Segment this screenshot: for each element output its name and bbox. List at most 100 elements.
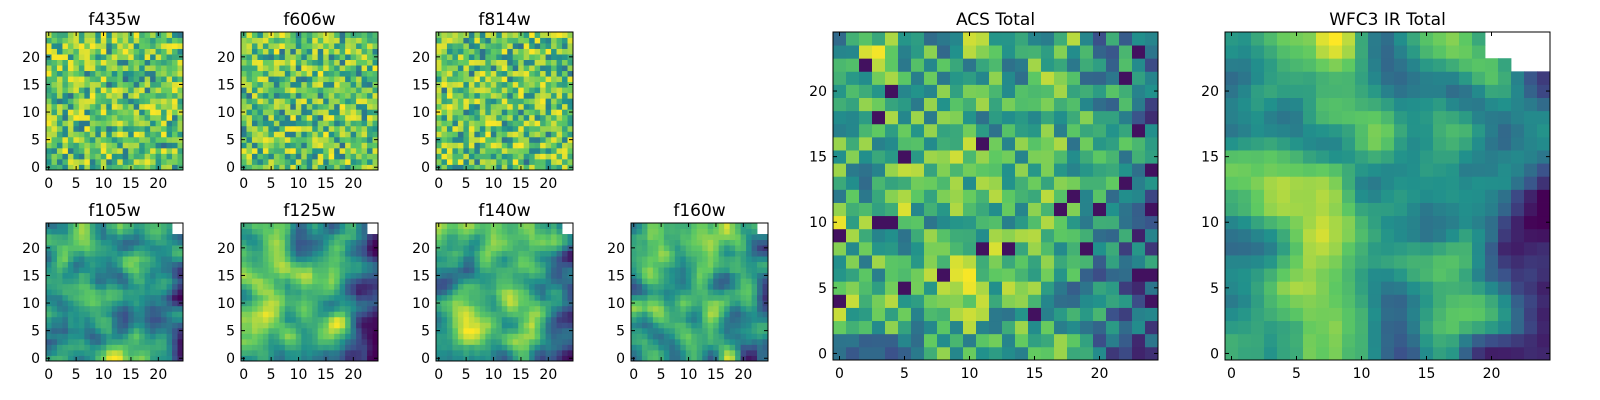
heatmap-cell	[540, 272, 546, 279]
heatmap-cell	[833, 320, 847, 335]
heatmap-cell	[1067, 150, 1081, 164]
heatmap-cell	[518, 76, 525, 83]
heatmap-cell	[106, 114, 113, 121]
heatmap-cell	[707, 305, 714, 312]
heatmap-cell	[306, 250, 313, 257]
heatmap-cell	[73, 70, 80, 77]
heatmap-cell	[172, 76, 178, 83]
heatmap-cell	[89, 234, 96, 240]
heatmap-cell	[631, 311, 637, 318]
heatmap-cell	[273, 289, 280, 296]
heatmap-cell	[556, 316, 563, 323]
heatmap-cell	[485, 131, 492, 138]
heatmap-cell	[452, 322, 459, 329]
heatmap-cell	[529, 311, 536, 318]
heatmap-cell	[937, 294, 951, 308]
heatmap-cell	[757, 338, 763, 345]
heatmap-cell	[284, 333, 291, 340]
heatmap-cell	[1041, 228, 1055, 243]
heatmap-cell	[246, 48, 253, 55]
heatmap-cell	[518, 81, 525, 88]
heatmap-cell	[106, 294, 113, 301]
heatmap-cell	[518, 289, 525, 296]
heatmap-cell	[479, 142, 486, 149]
heatmap-cell	[177, 333, 184, 340]
heatmap-cell	[540, 120, 546, 127]
heatmap-cell	[128, 98, 135, 105]
heatmap-cell	[674, 261, 681, 268]
heatmap-cell	[702, 250, 709, 257]
heatmap-cell	[144, 338, 151, 345]
heatmap-cell	[562, 267, 568, 274]
y-tick-label: 10	[217, 296, 235, 312]
heatmap-cell	[479, 278, 486, 285]
heatmap-cell	[501, 289, 508, 296]
heatmap-cell	[490, 333, 497, 340]
heatmap-cell	[452, 228, 459, 235]
heatmap-cell	[452, 109, 459, 116]
heatmap-cell	[95, 76, 102, 83]
heatmap-cell	[446, 278, 453, 285]
heatmap-cell	[924, 228, 938, 243]
heatmap-cell	[1093, 163, 1107, 177]
heatmap-cell	[1119, 320, 1133, 335]
heatmap-cell	[345, 43, 351, 49]
heatmap-cell	[485, 136, 492, 143]
heatmap-cell	[479, 228, 486, 235]
heatmap-cell	[567, 147, 574, 154]
heatmap-cell	[139, 344, 146, 351]
heatmap-cell	[361, 228, 368, 235]
heatmap-cell	[89, 92, 96, 99]
heatmap-cell	[713, 300, 720, 307]
heatmap-cell	[457, 289, 464, 296]
heatmap-cell	[67, 305, 74, 312]
heatmap-cell	[273, 305, 280, 312]
heatmap-cell	[323, 43, 330, 49]
heatmap-cell	[111, 278, 118, 285]
heatmap-cell	[1132, 255, 1146, 269]
heatmap-cell	[452, 147, 459, 154]
heatmap-cell	[1054, 255, 1068, 269]
heatmap-cell	[84, 37, 91, 44]
heatmap-cell	[290, 76, 297, 83]
heatmap-cell	[345, 109, 351, 116]
heatmap-cell	[457, 153, 464, 160]
heatmap-cell	[735, 349, 741, 356]
heatmap-cell	[436, 114, 442, 121]
heatmap-cell	[751, 327, 758, 334]
heatmap-cell	[545, 228, 552, 235]
heatmap-cell	[150, 92, 156, 99]
heatmap-cell	[46, 158, 52, 165]
heatmap-cell	[257, 322, 264, 329]
heatmap-cell	[284, 92, 291, 99]
heatmap-cell	[652, 305, 659, 312]
heatmap-cell	[306, 125, 313, 132]
heatmap-cell	[284, 245, 291, 251]
heatmap-cell	[507, 120, 514, 127]
heatmap-cell	[1067, 163, 1081, 177]
heatmap-cell	[372, 311, 379, 318]
heatmap-cell	[301, 349, 308, 356]
heatmap-cell	[155, 267, 162, 274]
heatmap-cell	[350, 70, 357, 77]
heatmap-cell	[139, 131, 146, 138]
heatmap-cell	[133, 114, 140, 121]
heatmap-cell	[139, 120, 146, 127]
heatmap-cell	[177, 294, 184, 301]
heatmap-cell	[172, 109, 178, 116]
heatmap-cell	[512, 120, 519, 127]
heatmap-cell	[485, 103, 492, 110]
heatmap-cell	[479, 305, 486, 312]
heatmap-cell	[1028, 255, 1042, 269]
heatmap-cell	[111, 76, 118, 83]
heatmap-cell	[361, 344, 368, 351]
heatmap-cell	[273, 109, 280, 116]
heatmap-cell	[46, 65, 52, 72]
heatmap-cell	[1041, 307, 1055, 322]
heatmap-cell	[501, 131, 508, 138]
heatmap-cell	[372, 76, 379, 83]
heatmap-cell	[100, 245, 107, 251]
heatmap-cell	[279, 48, 286, 55]
heatmap-cell	[746, 316, 752, 323]
heatmap-cell	[452, 349, 459, 356]
